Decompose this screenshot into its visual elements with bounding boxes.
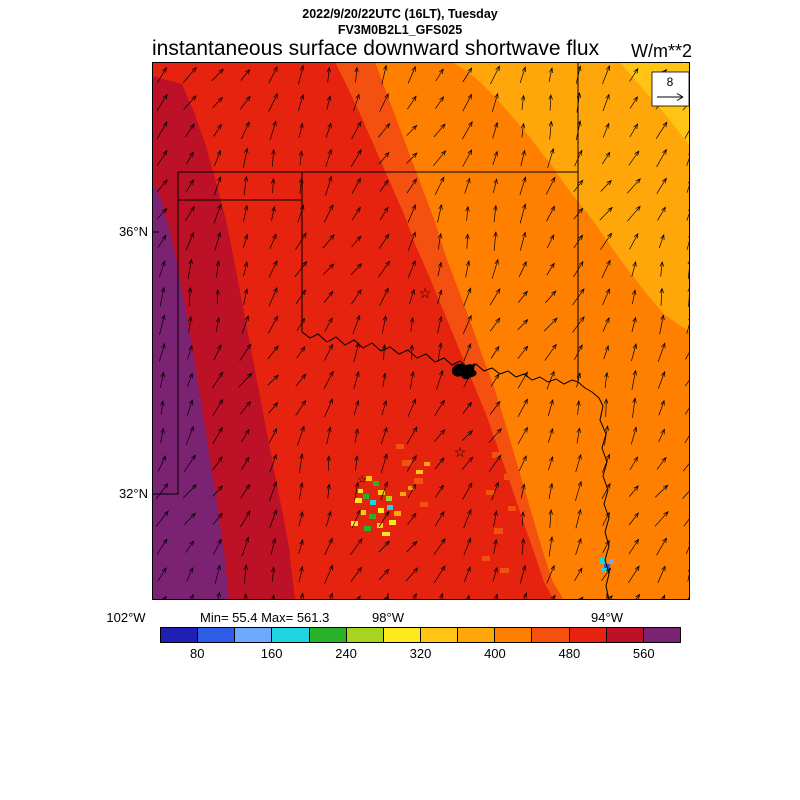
flux-region-amber-northeast [452, 62, 690, 332]
chart-title: instantaneous surface downward shortwave… [152, 37, 600, 60]
axis-ticks [152, 231, 608, 600]
city-star-icon: ☆ [357, 474, 367, 486]
lon-tick-102w: 102°W [106, 610, 146, 625]
colorbar-segment [161, 628, 199, 642]
reference-vector-box: 8 [651, 71, 690, 107]
colorbar-segment [272, 628, 310, 642]
lake-dot [472, 363, 476, 367]
lat-tick-36n: 36°N [118, 224, 148, 239]
lon-tick-98w: 98°W [372, 610, 404, 625]
flux-map: ☆ ☆ ☆ 8 [152, 62, 690, 600]
colorbar-segment [198, 628, 236, 642]
colorbar-segment [235, 628, 273, 642]
colorbar-segment [346, 628, 384, 642]
colorbar-segment [495, 628, 533, 642]
state-borders [152, 62, 610, 600]
colorbar-tick-label: 160 [260, 646, 283, 661]
colorbar-segment [569, 628, 607, 642]
units-label: W/m**2 [630, 41, 692, 61]
reference-vector-value: 8 [667, 75, 674, 89]
flux-region-purple-far-west [152, 180, 229, 600]
city-star-icon: ☆ [419, 285, 432, 301]
colorbar-tick-label: 240 [335, 646, 357, 661]
colorbar-tick-label: 80 [189, 646, 205, 661]
colorbar-tick-label: 480 [558, 646, 581, 661]
city-star-icon: ☆ [454, 444, 467, 460]
valid-time-header: 2022/9/20/22UTC (16LT), Tuesday [302, 7, 498, 21]
min-max-stats: Min= 55.4 Max= 561.3 [200, 610, 330, 625]
colorbar-tick-label: 320 [409, 646, 432, 661]
colorbar-segment [643, 628, 680, 642]
colorbar-labels: 80 160 240 320 400 480 560 [160, 646, 681, 662]
colorbar-segment [383, 628, 421, 642]
colorbar-segment [458, 628, 496, 642]
colorbar-segment [309, 628, 347, 642]
reference-arrow-icon [657, 93, 684, 101]
model-header: FV3M0B2L1_GFS025 [337, 23, 463, 37]
colorbar-segment [532, 628, 570, 642]
lat-tick-32n: 32°N [118, 486, 148, 501]
colorbar-tick-label: 400 [484, 646, 506, 661]
flux-texture-patches [396, 444, 516, 573]
flux-region-orangered-band [335, 62, 564, 600]
wind-vector-field [155, 64, 690, 600]
colorbar-segment [420, 628, 459, 642]
map-frame [152, 62, 690, 600]
colorbar-segment [606, 628, 644, 642]
lon-tick-94w: 94°W [591, 610, 623, 625]
colorbar-tick-label: 560 [632, 646, 655, 661]
colorbar [160, 627, 681, 643]
